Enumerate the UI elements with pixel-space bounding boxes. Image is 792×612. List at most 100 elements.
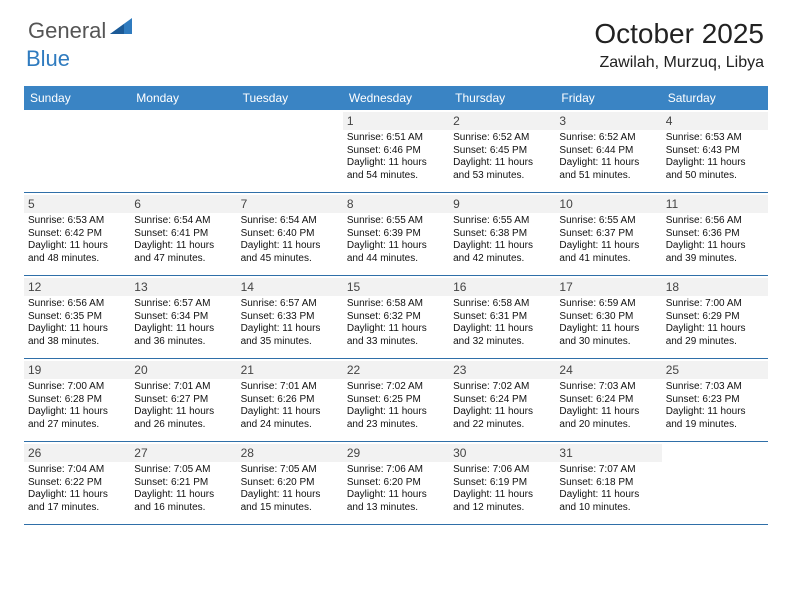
sunrise-text: Sunrise: 7:05 AM	[134, 464, 232, 477]
sunrise-text: Sunrise: 7:00 AM	[28, 381, 126, 394]
sunset-text: Sunset: 6:21 PM	[134, 477, 232, 490]
sunrise-text: Sunrise: 6:52 AM	[559, 132, 657, 145]
day-number: 27	[130, 444, 236, 462]
week-row: 5 Sunrise: 6:53 AMSunset: 6:42 PMDaylight…	[24, 193, 768, 276]
sunset-text: Sunset: 6:25 PM	[347, 394, 445, 407]
day-body: Sunrise: 6:56 AMSunset: 6:36 PMDaylight:…	[666, 215, 764, 265]
day-cell: 8Sunrise: 6:55 AMSunset: 6:39 PMDaylight…	[343, 193, 449, 275]
day-cell: 1Sunrise: 6:51 AMSunset: 6:46 PMDaylight…	[343, 110, 449, 192]
day-number: 9	[449, 195, 555, 213]
daylight-text: Daylight: 11 hours and 53 minutes.	[453, 157, 551, 182]
sunrise-text: Sunrise: 7:07 AM	[559, 464, 657, 477]
sunset-text: Sunset: 6:26 PM	[241, 394, 339, 407]
sunset-text: Sunset: 6:20 PM	[241, 477, 339, 490]
day-number: 13	[130, 278, 236, 296]
day-body: Sunrise: 7:03 AMSunset: 6:24 PMDaylight:…	[559, 381, 657, 431]
weekday-header-row: SundayMondayTuesdayWednesdayThursdayFrid…	[24, 86, 768, 110]
logo: General	[28, 18, 134, 44]
sunset-text: Sunset: 6:46 PM	[347, 145, 445, 158]
sunset-text: Sunset: 6:35 PM	[28, 311, 126, 324]
sunrise-text: Sunrise: 7:06 AM	[347, 464, 445, 477]
day-cell: 15Sunrise: 6:58 AMSunset: 6:32 PMDayligh…	[343, 276, 449, 358]
day-body: Sunrise: 7:05 AMSunset: 6:20 PMDaylight:…	[241, 464, 339, 514]
day-cell: 31 Sunrise: 7:07 AMSunset: 6:18 PMDayligh…	[555, 442, 661, 524]
day-cell: 16Sunrise: 6:58 AMSunset: 6:31 PMDayligh…	[449, 276, 555, 358]
sunrise-text: Sunrise: 6:58 AM	[453, 298, 551, 311]
daylight-text: Daylight: 11 hours and 10 minutes.	[559, 489, 657, 514]
sunset-text: Sunset: 6:40 PM	[241, 228, 339, 241]
day-number: 23	[449, 361, 555, 379]
sunset-text: Sunset: 6:24 PM	[559, 394, 657, 407]
day-number: 28	[237, 444, 343, 462]
sunrise-text: Sunrise: 6:57 AM	[134, 298, 232, 311]
sunset-text: Sunset: 6:22 PM	[28, 477, 126, 490]
day-cell: 30Sunrise: 7:06 AMSunset: 6:19 PMDayligh…	[449, 442, 555, 524]
sunset-text: Sunset: 6:36 PM	[666, 228, 764, 241]
sunset-text: Sunset: 6:41 PM	[134, 228, 232, 241]
day-cell	[24, 110, 130, 192]
sunrise-text: Sunrise: 7:02 AM	[347, 381, 445, 394]
sunrise-text: Sunrise: 6:53 AM	[666, 132, 764, 145]
day-number: 31	[555, 444, 661, 462]
daylight-text: Daylight: 11 hours and 15 minutes.	[241, 489, 339, 514]
day-body: Sunrise: 6:53 AMSunset: 6:42 PMDaylight:…	[28, 215, 126, 265]
day-number: 12	[24, 278, 130, 296]
day-number: 11	[662, 195, 768, 213]
day-cell: 11 Sunrise: 6:56 AMSunset: 6:36 PMDayligh…	[662, 193, 768, 275]
day-cell: 17Sunrise: 6:59 AMSunset: 6:30 PMDayligh…	[555, 276, 661, 358]
title-block: October 2025 Zawilah, Murzuq, Libya	[594, 18, 764, 72]
day-number: 18	[662, 278, 768, 296]
sunrise-text: Sunrise: 7:05 AM	[241, 464, 339, 477]
day-body: Sunrise: 6:52 AMSunset: 6:44 PMDaylight:…	[559, 132, 657, 182]
day-number: 3	[555, 112, 661, 130]
weekday-cell: Friday	[555, 86, 661, 110]
weekday-cell: Saturday	[662, 86, 768, 110]
sunrise-text: Sunrise: 6:53 AM	[28, 215, 126, 228]
day-number: 25	[662, 361, 768, 379]
sunrise-text: Sunrise: 6:54 AM	[134, 215, 232, 228]
day-number: 19	[24, 361, 130, 379]
daylight-text: Daylight: 11 hours and 38 minutes.	[28, 323, 126, 348]
sunset-text: Sunset: 6:20 PM	[347, 477, 445, 490]
sunset-text: Sunset: 6:29 PM	[666, 311, 764, 324]
daylight-text: Daylight: 11 hours and 42 minutes.	[453, 240, 551, 265]
day-number: 20	[130, 361, 236, 379]
day-number: 21	[237, 361, 343, 379]
daylight-text: Daylight: 11 hours and 12 minutes.	[453, 489, 551, 514]
day-cell: 4Sunrise: 6:53 AMSunset: 6:43 PMDaylight…	[662, 110, 768, 192]
day-body: Sunrise: 6:51 AMSunset: 6:46 PMDaylight:…	[347, 132, 445, 182]
day-cell: 28 Sunrise: 7:05 AMSunset: 6:20 PMDayligh…	[237, 442, 343, 524]
day-cell: 20Sunrise: 7:01 AMSunset: 6:27 PMDayligh…	[130, 359, 236, 441]
sunrise-text: Sunrise: 7:00 AM	[666, 298, 764, 311]
weekday-cell: Wednesday	[343, 86, 449, 110]
day-number	[662, 444, 768, 448]
week-row: 1Sunrise: 6:51 AMSunset: 6:46 PMDaylight…	[24, 110, 768, 193]
day-cell: 10Sunrise: 6:55 AMSunset: 6:37 PMDayligh…	[555, 193, 661, 275]
day-cell: 5 Sunrise: 6:53 AMSunset: 6:42 PMDaylight…	[24, 193, 130, 275]
daylight-text: Daylight: 11 hours and 20 minutes.	[559, 406, 657, 431]
day-body: Sunrise: 7:06 AMSunset: 6:20 PMDaylight:…	[347, 464, 445, 514]
daylight-text: Daylight: 11 hours and 16 minutes.	[134, 489, 232, 514]
daylight-text: Daylight: 11 hours and 24 minutes.	[241, 406, 339, 431]
day-cell: 29Sunrise: 7:06 AMSunset: 6:20 PMDayligh…	[343, 442, 449, 524]
daylight-text: Daylight: 11 hours and 22 minutes.	[453, 406, 551, 431]
sunrise-text: Sunrise: 7:02 AM	[453, 381, 551, 394]
sunset-text: Sunset: 6:28 PM	[28, 394, 126, 407]
day-number: 5	[24, 195, 130, 213]
sunset-text: Sunset: 6:32 PM	[347, 311, 445, 324]
day-number: 8	[343, 195, 449, 213]
day-body: Sunrise: 7:02 AMSunset: 6:25 PMDaylight:…	[347, 381, 445, 431]
day-cell: 26Sunrise: 7:04 AMSunset: 6:22 PMDayligh…	[24, 442, 130, 524]
sunrise-text: Sunrise: 6:59 AM	[559, 298, 657, 311]
day-body: Sunrise: 6:55 AMSunset: 6:38 PMDaylight:…	[453, 215, 551, 265]
sunrise-text: Sunrise: 6:56 AM	[666, 215, 764, 228]
day-body: Sunrise: 6:58 AMSunset: 6:32 PMDaylight:…	[347, 298, 445, 348]
sunset-text: Sunset: 6:37 PM	[559, 228, 657, 241]
page-header: General October 2025 Zawilah, Murzuq, Li…	[0, 0, 792, 78]
sunrise-text: Sunrise: 6:52 AM	[453, 132, 551, 145]
sunrise-text: Sunrise: 7:04 AM	[28, 464, 126, 477]
day-body: Sunrise: 6:52 AMSunset: 6:45 PMDaylight:…	[453, 132, 551, 182]
sunset-text: Sunset: 6:18 PM	[559, 477, 657, 490]
day-number: 4	[662, 112, 768, 130]
daylight-text: Daylight: 11 hours and 29 minutes.	[666, 323, 764, 348]
